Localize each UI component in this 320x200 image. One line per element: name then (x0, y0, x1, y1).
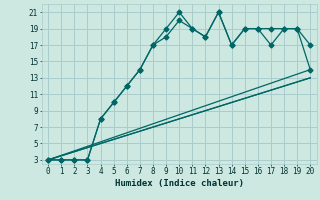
X-axis label: Humidex (Indice chaleur): Humidex (Indice chaleur) (115, 179, 244, 188)
